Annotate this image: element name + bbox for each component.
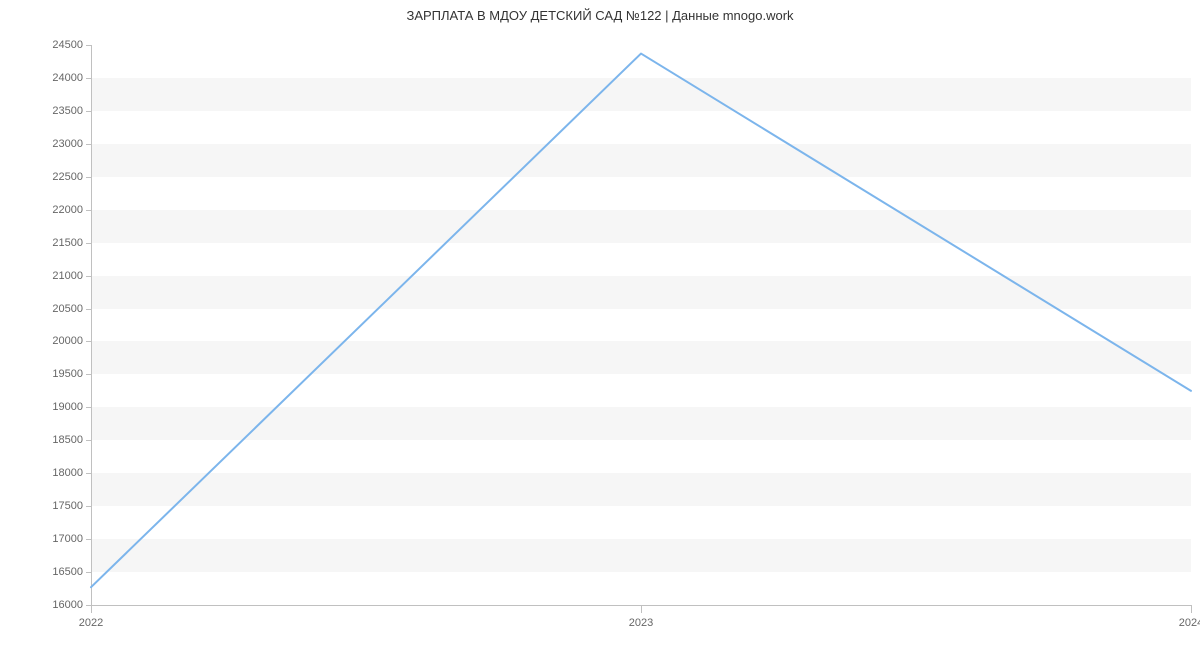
y-tick-label: 23500 (41, 105, 83, 117)
y-tick-label: 16500 (41, 566, 83, 578)
y-tick-label: 23000 (41, 138, 83, 150)
chart-title: ЗАРПЛАТА В МДОУ ДЕТСКИЙ САД №122 | Данны… (0, 8, 1200, 23)
x-tick-label: 2023 (629, 617, 653, 629)
y-tick-label: 21000 (41, 270, 83, 282)
y-tick-label: 22500 (41, 171, 83, 183)
chart-container: ЗАРПЛАТА В МДОУ ДЕТСКИЙ САД №122 | Данны… (0, 0, 1200, 650)
y-tick-label: 18000 (41, 467, 83, 479)
plot-area: 1600016500170001750018000185001900019500… (91, 45, 1191, 605)
y-tick-label: 17500 (41, 500, 83, 512)
x-tick-label: 2022 (79, 617, 103, 629)
y-tick-label: 20000 (41, 335, 83, 347)
x-tick-mark (91, 605, 92, 613)
y-tick-label: 19000 (41, 401, 83, 413)
y-tick-label: 20500 (41, 303, 83, 315)
line-series-salary (91, 54, 1191, 588)
y-tick-label: 24500 (41, 39, 83, 51)
x-tick-mark (1191, 605, 1192, 613)
y-tick-label: 16000 (41, 599, 83, 611)
y-tick-label: 18500 (41, 434, 83, 446)
y-tick-label: 21500 (41, 237, 83, 249)
x-axis-line (91, 605, 1191, 606)
y-tick-label: 24000 (41, 72, 83, 84)
y-tick-label: 22000 (41, 204, 83, 216)
y-tick-label: 17000 (41, 533, 83, 545)
y-tick-label: 19500 (41, 368, 83, 380)
series-layer (91, 45, 1191, 605)
x-tick-label: 2024 (1179, 617, 1200, 629)
x-tick-mark (641, 605, 642, 613)
